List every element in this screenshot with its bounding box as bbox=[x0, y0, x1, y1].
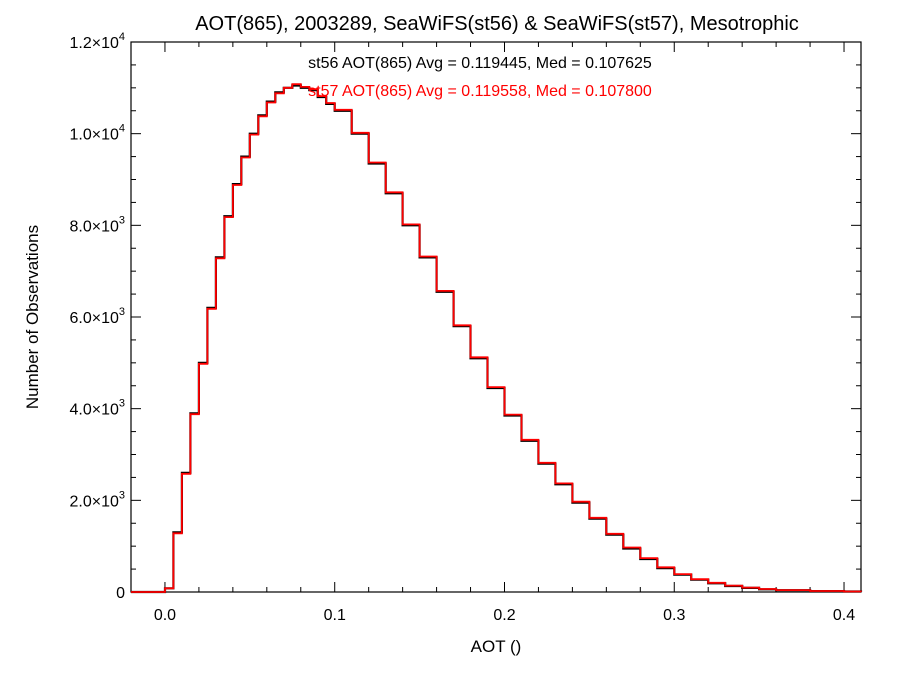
x-axis-label: AOT () bbox=[471, 637, 522, 656]
y-tick-exponent: 3 bbox=[119, 398, 125, 410]
x-tick-label: 0.0 bbox=[154, 607, 176, 624]
y-tick-mantissa: 2.0×10 bbox=[69, 493, 118, 510]
y-tick-label: 0 bbox=[116, 585, 125, 602]
y-tick-exponent: 3 bbox=[119, 489, 125, 501]
plot-frame bbox=[130, 41, 862, 593]
y-tick-label: 1.2×104 bbox=[69, 31, 125, 52]
y-tick-mantissa: 4.0×10 bbox=[69, 402, 118, 419]
y-tick-exponent: 3 bbox=[119, 306, 125, 318]
x-tick-label: 0.2 bbox=[493, 607, 515, 624]
y-tick-label: 8.0×103 bbox=[69, 214, 125, 235]
y-tick-mantissa: 0 bbox=[116, 585, 125, 602]
y-tick-label: 6.0×103 bbox=[69, 306, 125, 327]
y-tick-exponent: 4 bbox=[119, 123, 125, 135]
y-tick-exponent: 3 bbox=[119, 214, 125, 226]
y-tick-mantissa: 8.0×10 bbox=[69, 218, 118, 235]
annotation-st57: st57 AOT(865) Avg = 0.119558, Med = 0.10… bbox=[308, 83, 652, 100]
series-group bbox=[131, 83, 863, 594]
x-tick-label: 0.1 bbox=[324, 607, 346, 624]
y-tick-label: 1.0×104 bbox=[69, 123, 125, 144]
annotation-st56: st56 AOT(865) Avg = 0.119445, Med = 0.10… bbox=[308, 55, 652, 72]
y-tick-mantissa: 1.2×10 bbox=[69, 35, 118, 52]
chart-title: AOT(865), 2003289, SeaWiFS(st56) & SeaWi… bbox=[195, 13, 799, 35]
x-axis: 0.0 0.1 0.2 0.3 0.4 bbox=[154, 42, 855, 624]
y-tick-label: 4.0×103 bbox=[69, 398, 125, 419]
y-axis: 02.0×1034.0×1036.0×1038.0×1031.0×1041.2×… bbox=[69, 31, 861, 602]
x-tick-label: 0.4 bbox=[833, 607, 855, 624]
x-tick-label: 0.3 bbox=[663, 607, 685, 624]
y-tick-mantissa: 1.0×10 bbox=[69, 127, 118, 144]
series-line-st57 bbox=[131, 83, 862, 593]
y-tick-label: 2.0×103 bbox=[69, 489, 125, 510]
y-axis-label: Number of Observations bbox=[23, 225, 42, 409]
y-tick-mantissa: 6.0×10 bbox=[69, 310, 118, 327]
y-tick-exponent: 4 bbox=[119, 31, 125, 43]
